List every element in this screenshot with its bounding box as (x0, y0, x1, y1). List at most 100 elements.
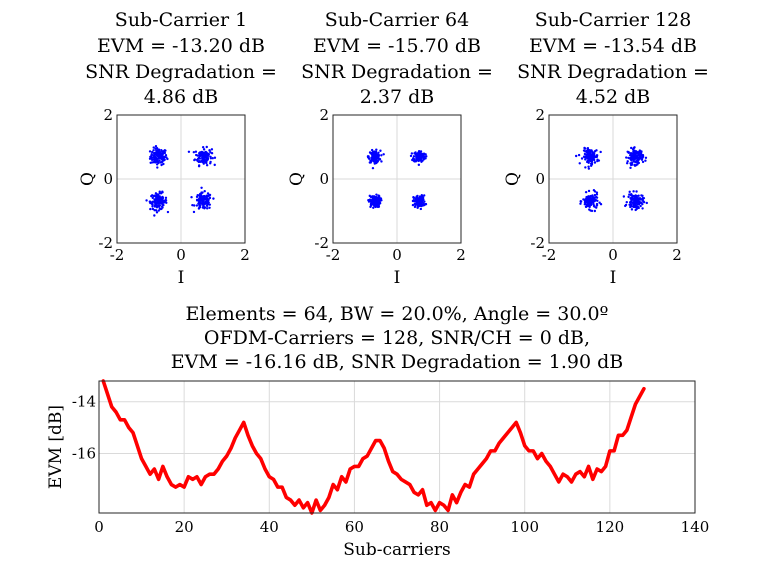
constellation-point (625, 156, 628, 159)
panel-1-ytick: 0 (103, 170, 113, 188)
panel-3-ytick: 0 (535, 170, 545, 188)
constellation-point (154, 192, 158, 195)
constellation-point (380, 154, 383, 157)
constellation-point (632, 150, 635, 153)
constellation-point (580, 157, 584, 160)
constellation-point (206, 204, 209, 208)
constellation-point (641, 194, 644, 198)
constellation-point (152, 146, 155, 149)
panel-2-ylabel: Q (287, 172, 307, 186)
constellation-point (202, 148, 206, 151)
constellation-point (583, 199, 587, 203)
constellation-point (195, 195, 199, 199)
panel-2-ytick: -2 (314, 234, 329, 252)
constellation-point (156, 160, 159, 163)
constellation-point (423, 200, 426, 203)
constellation-point (629, 163, 633, 167)
panel-2-xtick: 0 (392, 246, 402, 264)
constellation-point (370, 148, 374, 152)
constellation-point (422, 202, 425, 205)
constellation-point (630, 208, 634, 211)
line-chart-ytick: -14 (72, 393, 96, 411)
constellation-point (379, 197, 383, 200)
constellation-point (208, 206, 211, 209)
constellation-point (627, 150, 630, 154)
constellation-point (590, 163, 594, 166)
constellation-point (593, 150, 597, 153)
panel-2-ytick: 2 (319, 106, 329, 124)
constellation-point (645, 201, 648, 205)
constellation-point (628, 190, 631, 194)
constellation-point (373, 154, 376, 158)
constellation-point (158, 159, 161, 162)
constellation-point (633, 146, 636, 149)
panel-2-title-line-4: 2.37 dB (360, 86, 434, 108)
constellation-point (418, 195, 422, 198)
constellation-point (202, 198, 205, 201)
constellation-point (635, 190, 638, 193)
constellation-point (372, 160, 376, 163)
constellation-point (156, 166, 159, 169)
constellation-point (589, 153, 592, 156)
constellation-point (423, 194, 426, 197)
constellation-point (196, 198, 200, 202)
constellation-point (367, 198, 370, 202)
constellation-point (152, 194, 155, 198)
constellation-point (591, 150, 594, 154)
panel-1-title-line-3: SNR Degradation = (85, 61, 277, 83)
constellation-point (201, 151, 204, 155)
constellation-point (210, 148, 214, 151)
panel-1-xtick: 2 (240, 246, 250, 264)
constellation-point (634, 206, 638, 209)
constellation-point (375, 197, 379, 200)
constellation-point (629, 205, 632, 209)
constellation-point (374, 152, 377, 156)
constellation-point (165, 156, 168, 159)
constellation-point (420, 152, 424, 156)
constellation-point (414, 153, 418, 156)
constellation-point (380, 160, 383, 163)
constellation-point (417, 163, 421, 167)
constellation-point (372, 206, 375, 210)
constellation-point (635, 194, 639, 198)
constellation-point (200, 186, 203, 189)
constellation-point (203, 206, 207, 209)
constellation-point (151, 196, 154, 200)
constellation-point (577, 153, 581, 157)
constellation-point (412, 196, 416, 200)
constellation-panel-subcarrier-1: Sub-Carrier 1 EVM = -13.20 dB SNR Degrad… (78, 9, 277, 288)
constellation-point (165, 201, 168, 204)
constellation-point (419, 203, 423, 206)
constellation-point (187, 150, 191, 153)
constellation-point (206, 197, 209, 200)
constellation-point (624, 204, 627, 208)
constellation-point (587, 161, 590, 164)
constellation-point (203, 158, 206, 161)
constellation-point (633, 201, 637, 204)
constellation-point (149, 207, 152, 211)
panel-3-axes-box (548, 114, 678, 244)
constellation-point (413, 205, 417, 209)
panel-3-points (574, 146, 648, 213)
constellation-point (595, 155, 599, 158)
constellation-point (148, 150, 152, 153)
constellation-point (425, 155, 428, 158)
constellation-point (371, 196, 374, 200)
panel-3-title-line-1: Sub-Carrier 128 (535, 9, 692, 31)
constellation-point (626, 160, 629, 163)
panel-2-xlabel: I (394, 268, 401, 288)
line-chart-xtick: 0 (94, 518, 104, 536)
constellation-point (629, 152, 632, 155)
constellation-point (417, 154, 421, 157)
constellation-point (631, 152, 635, 155)
constellation-point (158, 199, 162, 203)
constellation-point (160, 155, 163, 159)
constellation-point (641, 198, 644, 202)
constellation-point (205, 200, 208, 203)
constellation-point (156, 151, 160, 155)
constellation-point (374, 197, 377, 200)
constellation-point (377, 194, 380, 197)
constellation-point (206, 152, 210, 155)
line-chart-xtick: 60 (345, 518, 364, 536)
constellation-point (578, 162, 581, 165)
